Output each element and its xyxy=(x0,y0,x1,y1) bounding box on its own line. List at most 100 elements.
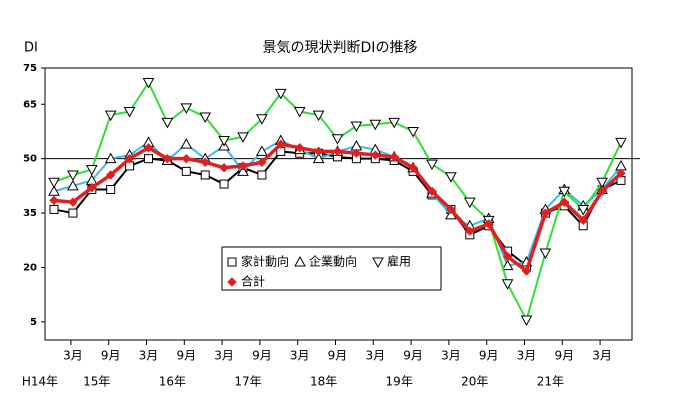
marker xyxy=(539,248,552,259)
marker xyxy=(256,145,268,156)
y-tick-label: 75 xyxy=(23,63,37,74)
marker xyxy=(426,159,438,171)
marker xyxy=(616,168,626,178)
year-label: 18年 xyxy=(310,375,337,389)
marker xyxy=(219,179,229,189)
y-tick-label: 20 xyxy=(23,262,37,273)
marker xyxy=(219,163,229,173)
marker xyxy=(312,152,325,164)
marker xyxy=(540,208,551,218)
marker xyxy=(256,114,268,125)
marker xyxy=(501,279,514,290)
x-tick-label: 9月 xyxy=(554,349,574,363)
x-tick-label: 3月 xyxy=(517,349,537,363)
x-tick-label: 3月 xyxy=(365,349,385,363)
marker xyxy=(124,153,135,164)
marker xyxy=(596,177,608,189)
x-tick-label: 3月 xyxy=(63,349,83,363)
marker xyxy=(67,170,79,182)
legend-marker xyxy=(227,277,237,287)
marker xyxy=(313,146,324,157)
marker xyxy=(162,153,173,164)
y-tick-label: 65 xyxy=(23,99,37,110)
marker xyxy=(68,208,78,218)
marker xyxy=(181,166,191,176)
marker xyxy=(106,184,116,194)
marker xyxy=(161,117,174,129)
marker xyxy=(257,170,267,180)
marker xyxy=(427,186,437,197)
marker xyxy=(483,219,494,229)
marker xyxy=(68,197,78,207)
marker xyxy=(615,137,627,149)
marker xyxy=(446,204,456,215)
marker xyxy=(502,251,513,262)
x-tick-label: 9月 xyxy=(479,349,499,363)
marker xyxy=(49,195,59,206)
marker xyxy=(85,165,98,176)
marker xyxy=(48,185,60,196)
y-tick-label: 50 xyxy=(23,154,37,165)
x-tick-label: 3月 xyxy=(214,349,234,363)
marker xyxy=(200,157,210,168)
marker xyxy=(48,177,60,189)
y-axis-label: DI xyxy=(24,41,38,56)
year-label: 16年 xyxy=(159,375,186,389)
marker xyxy=(238,161,248,171)
marker xyxy=(389,152,399,162)
x-tick-label: 9月 xyxy=(328,349,348,363)
marker xyxy=(558,186,571,198)
x-tick-label: 9月 xyxy=(176,349,196,363)
marker xyxy=(370,150,381,160)
marker xyxy=(276,139,286,149)
x-tick-label: 3月 xyxy=(290,349,310,363)
marker xyxy=(237,132,249,143)
legend-label: 雇用 xyxy=(387,254,411,269)
x-tick-label: 9月 xyxy=(252,349,272,363)
marker xyxy=(463,197,476,209)
y-tick-label: 5 xyxy=(30,317,37,328)
year-label: 21年 xyxy=(537,375,564,389)
legend-marker xyxy=(372,257,384,269)
marker xyxy=(501,259,514,271)
marker xyxy=(49,204,59,214)
marker xyxy=(218,136,230,147)
marker xyxy=(521,266,532,276)
marker xyxy=(105,170,116,180)
plot-frame xyxy=(44,67,633,341)
legend-label: 企業動向 xyxy=(309,254,357,269)
x-tick-label: 9月 xyxy=(403,349,423,363)
year-label: H14年 xyxy=(22,375,58,389)
marker xyxy=(578,215,588,226)
marker xyxy=(104,110,117,122)
marker xyxy=(332,146,343,157)
marker xyxy=(331,134,344,145)
marker xyxy=(237,165,249,176)
marker xyxy=(369,119,382,131)
marker xyxy=(257,157,267,168)
marker xyxy=(520,315,533,327)
year-label: 15年 xyxy=(83,375,110,389)
marker xyxy=(180,138,193,149)
year-label: 17年 xyxy=(234,375,261,389)
marker xyxy=(351,148,362,158)
x-tick-label: 3月 xyxy=(592,349,612,363)
marker xyxy=(408,163,418,173)
year-label: 20年 xyxy=(461,375,488,389)
marker xyxy=(597,186,607,197)
legend-label: 合計 xyxy=(241,274,265,289)
marker xyxy=(144,154,153,164)
legend-marker xyxy=(227,257,237,267)
chart-title: 景気の現状判断DIの推移 xyxy=(263,40,418,56)
marker xyxy=(181,153,192,164)
x-tick-label: 3月 xyxy=(139,349,159,363)
marker xyxy=(312,110,325,122)
legend-label: 家計動向 xyxy=(241,254,289,269)
marker xyxy=(123,107,136,118)
marker xyxy=(200,170,210,180)
x-tick-label: 9月 xyxy=(101,349,121,363)
x-tick-label: 3月 xyxy=(441,349,461,363)
year-label: 19年 xyxy=(386,375,413,389)
marker xyxy=(274,88,287,100)
